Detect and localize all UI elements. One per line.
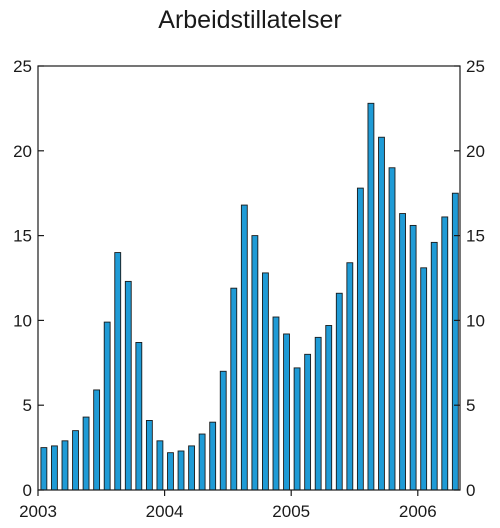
bar	[388, 167, 396, 491]
bar	[272, 316, 280, 491]
y-tick-label-right: 15	[466, 227, 485, 246]
x-tick-label: 2003	[19, 502, 57, 521]
bar	[262, 272, 269, 491]
bar	[399, 213, 406, 491]
bar	[114, 252, 122, 491]
x-tick-label: 2004	[146, 502, 184, 521]
bar	[378, 136, 385, 491]
bar	[40, 447, 48, 491]
bar	[367, 102, 375, 491]
x-tick-label: 2006	[399, 502, 437, 521]
bar	[156, 440, 164, 491]
tick-labels: 0 0 5 5 10 10 15 15 20 20 25 25 2003 2004 2005 2006	[13, 57, 485, 521]
bar	[325, 325, 333, 491]
bar	[420, 267, 428, 491]
bar	[356, 187, 364, 491]
bar	[135, 342, 143, 491]
y-tick-label-right: 10	[466, 311, 485, 330]
bar	[198, 433, 206, 491]
y-tick-label-right: 0	[466, 481, 475, 500]
bar	[72, 430, 79, 491]
bar	[240, 204, 248, 491]
x-tick-label: 2005	[272, 502, 310, 521]
bar	[293, 367, 301, 491]
bar	[283, 333, 290, 491]
bar	[51, 445, 58, 491]
chart-title: Arbeidstillatelser	[158, 6, 342, 34]
bar	[209, 421, 217, 491]
bar	[304, 353, 312, 491]
y-tick-label-right: 25	[466, 57, 485, 76]
axis-ticks	[37, 65, 460, 496]
y-tick-label-left: 15	[13, 227, 32, 246]
y-tick-label-left: 25	[13, 57, 32, 76]
bar	[251, 235, 259, 491]
bar	[145, 420, 153, 491]
y-tick-label-right: 5	[466, 396, 475, 415]
bars-group	[40, 102, 459, 491]
y-tick-label-left: 0	[23, 481, 32, 500]
bar	[167, 452, 174, 491]
bar	[346, 262, 354, 491]
bar	[93, 389, 101, 491]
bar	[188, 445, 195, 491]
y-tick-label-right: 20	[466, 142, 485, 161]
y-tick-label-left: 20	[13, 142, 32, 161]
bar	[430, 241, 438, 491]
bar	[103, 321, 111, 491]
bar	[82, 416, 90, 491]
y-tick-label-left: 10	[13, 311, 32, 330]
bar	[177, 450, 185, 491]
bar	[219, 370, 227, 491]
plot-frame	[37, 65, 461, 491]
bar	[314, 336, 322, 491]
bar	[61, 440, 69, 491]
bar	[409, 224, 417, 491]
bar	[451, 192, 459, 491]
bar	[441, 216, 449, 491]
bar	[230, 287, 238, 491]
bar	[124, 280, 132, 491]
bar	[335, 292, 343, 491]
y-tick-label-left: 5	[23, 396, 32, 415]
